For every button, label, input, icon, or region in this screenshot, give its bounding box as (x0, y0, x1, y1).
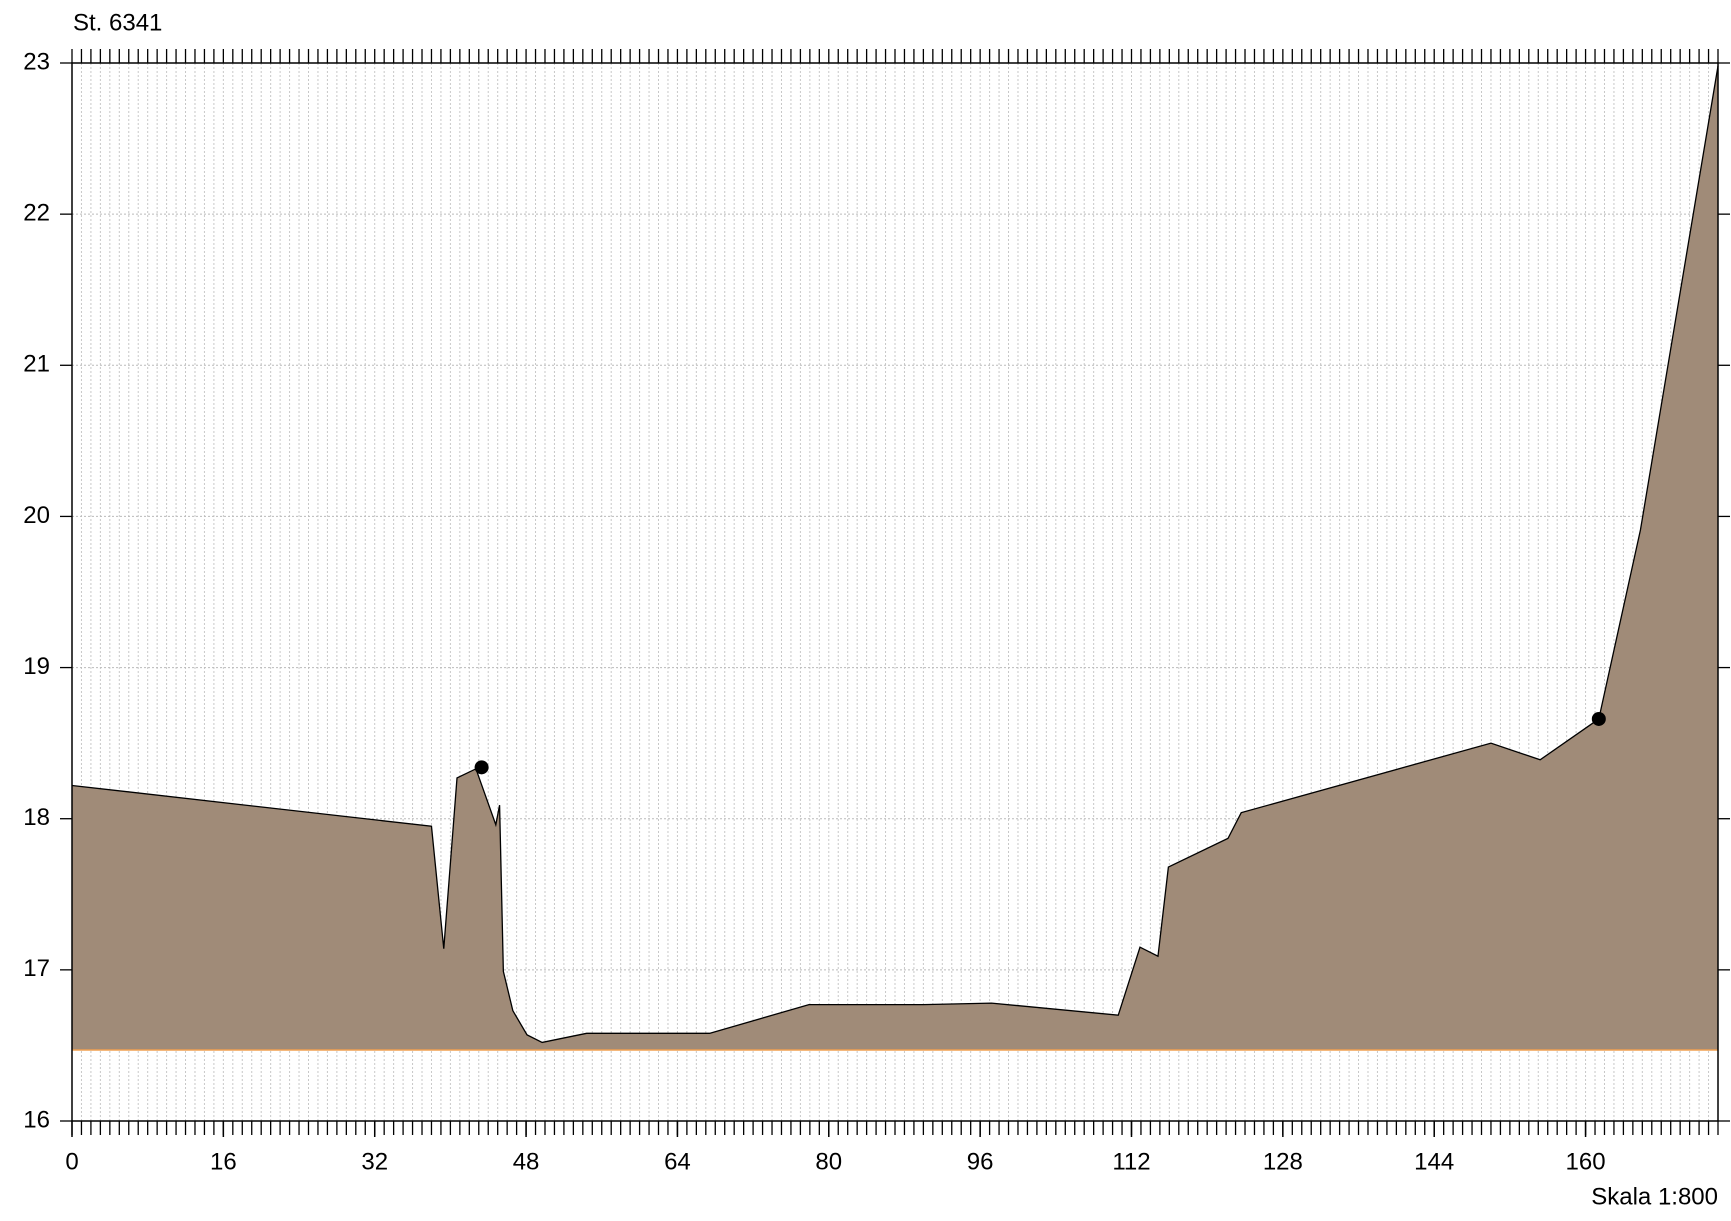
x-tick-label: 32 (361, 1148, 388, 1175)
y-tick-label: 22 (23, 199, 50, 226)
y-tick-label: 23 (23, 48, 50, 75)
point-marker (1591, 711, 1606, 726)
chart-title: St. 6341 (73, 9, 162, 36)
x-tick-label: 112 (1112, 1148, 1150, 1175)
x-tick-label: 160 (1566, 1148, 1606, 1175)
y-tick-label: 19 (23, 653, 50, 680)
x-tick-label: 80 (815, 1148, 842, 1175)
y-tick-label: 18 (23, 804, 50, 831)
ground-fill (72, 66, 1718, 1050)
x-tick-label: 64 (664, 1148, 691, 1175)
plot-frame (71, 62, 1719, 1122)
y-tick-label: 21 (23, 351, 50, 378)
y-tick-label: 16 (23, 1106, 50, 1133)
x-tick-label: 96 (967, 1148, 994, 1175)
x-tick-label: 144 (1414, 1148, 1454, 1175)
x-tick-label: 48 (513, 1148, 540, 1175)
x-tick-label: 128 (1263, 1148, 1303, 1175)
y-tick-label: 20 (23, 502, 50, 529)
x-tick-label: 16 (210, 1148, 237, 1175)
profile-line (71, 65, 1719, 1044)
point-marker (474, 760, 489, 775)
scale-note: Skala 1:800 (1591, 1183, 1718, 1210)
y-tick-label: 17 (23, 955, 50, 982)
x-tick-label: 0 (65, 1148, 78, 1175)
